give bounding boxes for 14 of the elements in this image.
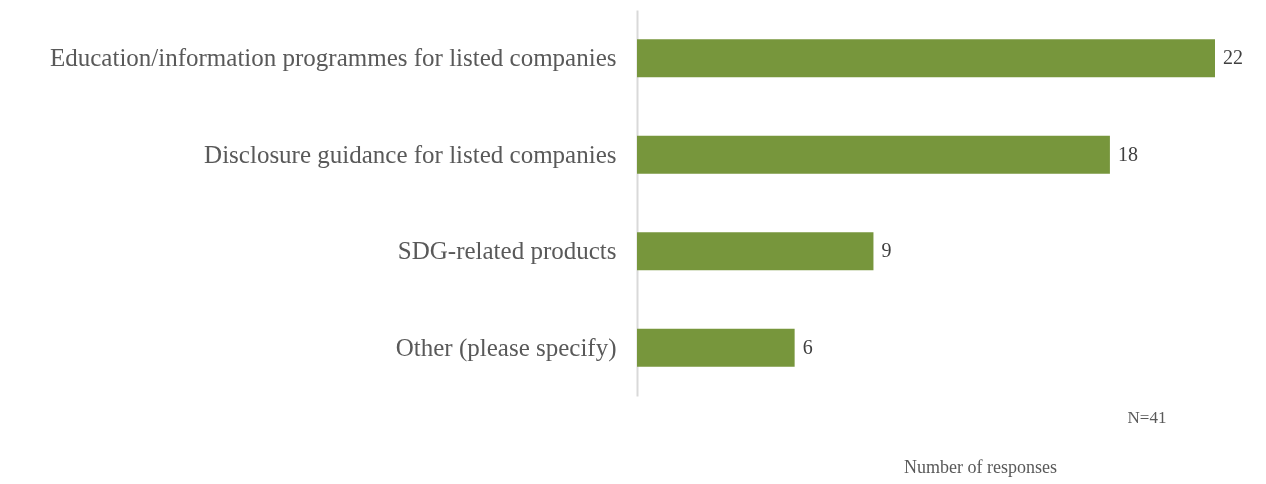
data-label: 22 [1223,46,1243,69]
bar [637,39,1215,78]
y-tick-label: Disclosure guidance for listed companies [204,140,617,168]
bar [637,135,1110,174]
text: N=41 [1127,408,1167,427]
y-tick-label: Other (please specify) [395,333,617,362]
data-label: 6 [802,335,813,358]
y-tick-label: SDG-related products [397,237,617,265]
data-label: 18 [1117,142,1138,165]
bar [637,232,874,271]
data-label: 9 [881,239,892,262]
x-axis-title: Number of responses [904,456,1057,477]
y-tick-label: Education/information programmes for listed companies [49,44,617,72]
bar [637,328,795,367]
